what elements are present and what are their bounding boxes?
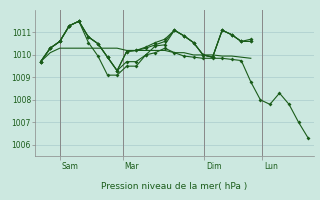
Text: Pression niveau de la mer( hPa ): Pression niveau de la mer( hPa ) (101, 182, 248, 191)
Text: Mar: Mar (124, 162, 139, 171)
Text: Sam: Sam (62, 162, 79, 171)
Text: Lun: Lun (264, 162, 278, 171)
Text: Dim: Dim (206, 162, 222, 171)
